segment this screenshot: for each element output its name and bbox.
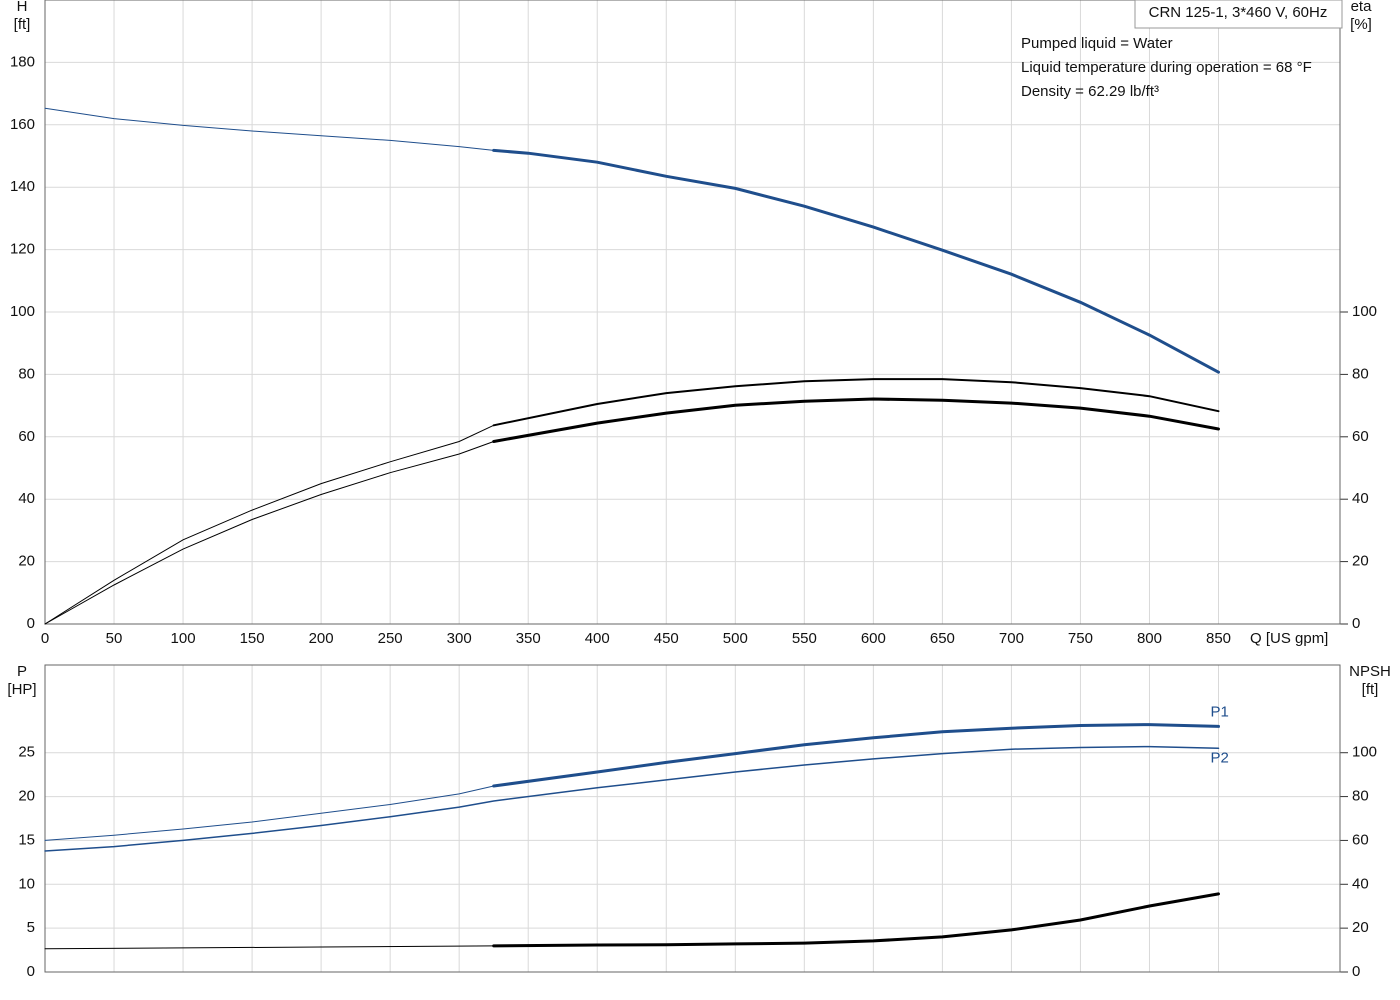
y-tick-label: 0 <box>27 963 35 980</box>
y2-tick-label: 80 <box>1352 788 1369 805</box>
y-tick-label: 20 <box>18 788 35 805</box>
y2-axis-unit: [%] <box>1350 16 1372 33</box>
x-tick-label: 750 <box>1068 630 1093 647</box>
y-tick-label: 40 <box>18 490 35 507</box>
x-tick-label: 400 <box>585 630 610 647</box>
y-tick-label: 15 <box>18 831 35 848</box>
y-tick-label: 180 <box>10 53 35 70</box>
y-tick-label: 120 <box>10 241 35 258</box>
x-tick-label: 550 <box>792 630 817 647</box>
x-tick-label: 300 <box>447 630 472 647</box>
title-box <box>1134 0 1343 29</box>
series-line <box>44 745 1220 852</box>
x-tick-label: 600 <box>861 630 886 647</box>
chart-title: CRN 125-1, 3*460 V, 60Hz <box>1149 4 1328 21</box>
y2-axis-unit: [ft] <box>1362 681 1379 698</box>
y-tick-label: 160 <box>10 116 35 133</box>
series-line <box>44 785 495 841</box>
x-tick-label: 700 <box>999 630 1024 647</box>
y-axis-unit: [HP] <box>7 681 36 698</box>
y-axis-label: P <box>17 663 27 680</box>
x-tick-label: 250 <box>378 630 403 647</box>
series-line <box>492 148 1220 374</box>
y2-tick-label: 40 <box>1352 875 1369 892</box>
y-tick-label: 0 <box>27 615 35 632</box>
series-line <box>44 945 495 950</box>
y-tick-label: 80 <box>18 365 35 382</box>
x-tick-label: 50 <box>106 630 123 647</box>
y2-tick-label: 100 <box>1352 303 1377 320</box>
y2-tick-label: 80 <box>1352 365 1369 382</box>
y-tick-label: 100 <box>10 303 35 320</box>
y-tick-label: 5 <box>27 919 35 936</box>
y2-axis-label: NPSH <box>1349 663 1391 680</box>
x-tick-label: 0 <box>41 630 49 647</box>
series-line <box>492 378 1220 427</box>
x-tick-label: 800 <box>1137 630 1162 647</box>
y-tick-label: 20 <box>18 553 35 570</box>
y2-tick-label: 0 <box>1352 615 1360 632</box>
y-tick-label: 25 <box>18 744 35 761</box>
y-axis-label: H <box>17 0 28 15</box>
y-axis-unit: [ft] <box>14 16 31 33</box>
y2-axis-label: eta <box>1351 0 1373 15</box>
y-tick-label: 140 <box>10 178 35 195</box>
x-tick-label: 850 <box>1206 630 1231 647</box>
x-tick-label: 200 <box>309 630 334 647</box>
x-tick-label: 650 <box>930 630 955 647</box>
series-label: P1 <box>1211 703 1229 720</box>
x-tick-label: 500 <box>723 630 748 647</box>
series-line <box>492 397 1220 443</box>
annotation: Pumped liquid = Water <box>1021 35 1173 52</box>
y-tick-label: 60 <box>18 428 35 445</box>
series-label: P2 <box>1211 749 1229 766</box>
series-line <box>44 441 495 625</box>
series-line <box>492 892 1220 948</box>
annotation: Density = 62.29 lb/ft³ <box>1021 83 1159 100</box>
x-tick-label: 100 <box>171 630 196 647</box>
y2-tick-label: 100 <box>1352 744 1377 761</box>
plot-frame <box>44 0 1341 625</box>
x-tick-label: 350 <box>516 630 541 647</box>
y2-tick-label: 40 <box>1352 490 1369 507</box>
y2-tick-label: 60 <box>1352 831 1369 848</box>
plot-frame <box>44 664 1341 973</box>
annotation: Liquid temperature during operation = 68… <box>1021 59 1312 76</box>
y2-tick-label: 20 <box>1352 553 1369 570</box>
x-tick-label: 450 <box>654 630 679 647</box>
y2-tick-label: 0 <box>1352 963 1360 980</box>
x-tick-label: 150 <box>240 630 265 647</box>
series-line <box>44 424 495 625</box>
y2-tick-label: 20 <box>1352 919 1369 936</box>
y-tick-label: 10 <box>18 875 35 892</box>
x-axis-label: Q [US gpm] <box>1250 630 1328 647</box>
series-line <box>492 723 1220 788</box>
series-line <box>44 107 495 151</box>
y2-tick-label: 60 <box>1352 428 1369 445</box>
